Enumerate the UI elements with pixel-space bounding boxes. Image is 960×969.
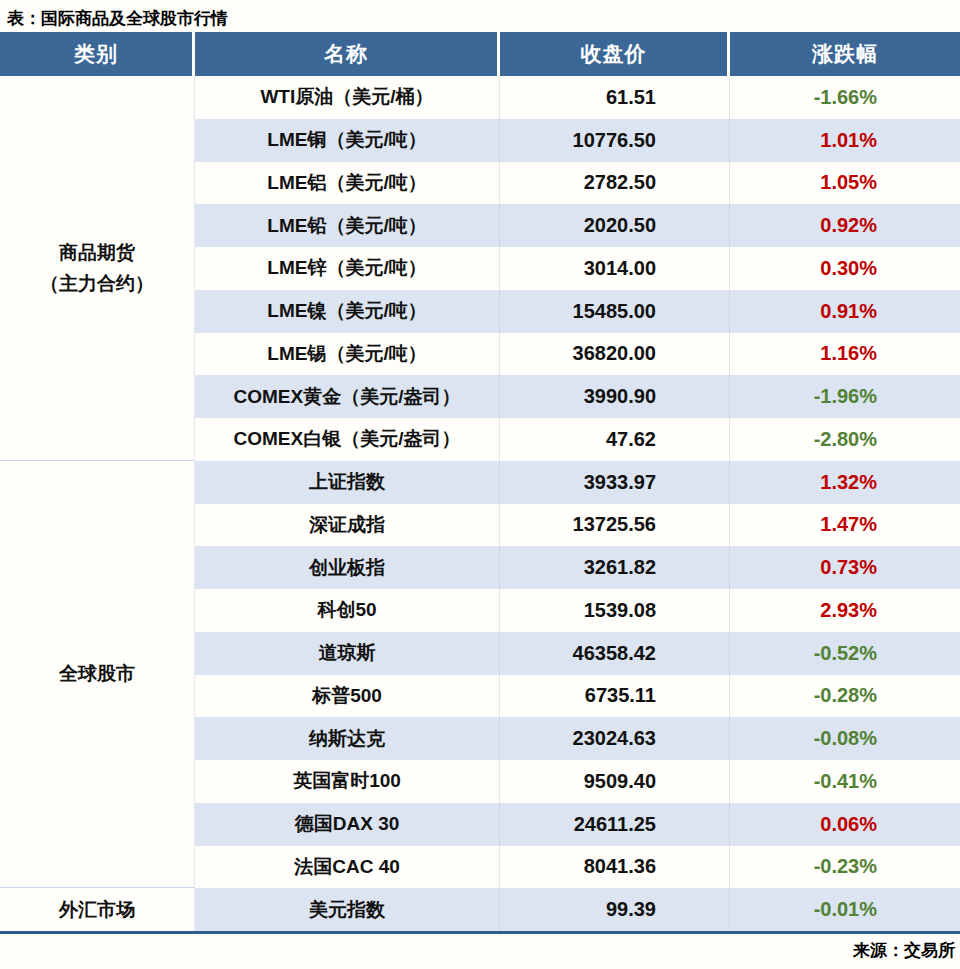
close-price-cell: 3014.00 (500, 247, 730, 290)
table-row: 深证成指13725.561.47% (195, 504, 960, 547)
change-pct-cell: 1.16% (730, 333, 960, 376)
table-title: 表：国际商品及全球股市行情 (0, 0, 960, 32)
name-cell: 上证指数 (195, 461, 500, 504)
close-price-cell: 3990.90 (500, 375, 730, 418)
table-row: LME锌（美元/吨）3014.000.30% (195, 247, 960, 290)
name-cell: 深证成指 (195, 504, 500, 547)
change-pct-cell: 1.47% (730, 504, 960, 547)
name-cell: 科创50 (195, 589, 500, 632)
name-cell: LME锌（美元/吨） (195, 247, 500, 290)
table-row: 科创501539.082.93% (195, 589, 960, 632)
table-row: 道琼斯46358.42-0.52% (195, 632, 960, 675)
close-price-cell: 2782.50 (500, 162, 730, 205)
close-price-cell: 36820.00 (500, 333, 730, 376)
change-pct-cell: -1.66% (730, 76, 960, 119)
name-cell: LME铝（美元/吨） (195, 162, 500, 205)
market-table-page: 表：国际商品及全球股市行情 类别 名称 收盘价 涨跌幅 商品期货（主力合约） 全球… (0, 0, 960, 969)
name-cell: 道琼斯 (195, 632, 500, 675)
name-cell: 法国CAC 40 (195, 846, 500, 889)
table-row: 英国富时1009509.40-0.41% (195, 760, 960, 803)
table-row: 上证指数3933.971.32% (195, 461, 960, 504)
table-row: COMEX白银（美元/盎司）47.62-2.80% (195, 418, 960, 461)
table-row: LME镍（美元/吨）15485.000.91% (195, 290, 960, 333)
table-row: 德国DAX 3024611.250.06% (195, 803, 960, 846)
close-price-cell: 99.39 (500, 888, 730, 931)
name-cell: COMEX白银（美元/盎司） (195, 418, 500, 461)
change-pct-cell: -0.01% (730, 888, 960, 931)
close-price-cell: 15485.00 (500, 290, 730, 333)
close-price-cell: 3261.82 (500, 546, 730, 589)
category-column: 商品期货（主力合约） 全球股市外汇市场 (0, 76, 195, 931)
close-price-cell: 3933.97 (500, 461, 730, 504)
close-price-cell: 2020.50 (500, 204, 730, 247)
table-row: 标普5006735.11-0.28% (195, 675, 960, 718)
close-price-cell: 24611.25 (500, 803, 730, 846)
close-price-cell: 10776.50 (500, 119, 730, 162)
source-note: 来源：交易所 (0, 934, 960, 966)
category-cell: 商品期货（主力合约） (0, 76, 195, 461)
name-cell: 英国富时100 (195, 760, 500, 803)
header-cell-change: 涨跌幅 (730, 32, 960, 76)
close-price-cell: 9509.40 (500, 760, 730, 803)
table-row: 美元指数99.39-0.01% (195, 888, 960, 931)
header-cell-name: 名称 (195, 32, 500, 76)
change-pct-cell: 0.73% (730, 546, 960, 589)
name-cell: 创业板指 (195, 546, 500, 589)
name-cell: 美元指数 (195, 888, 500, 931)
name-cell: LME铅（美元/吨） (195, 204, 500, 247)
table-row: LME铜（美元/吨）10776.501.01% (195, 119, 960, 162)
table-row: LME锡（美元/吨）36820.001.16% (195, 333, 960, 376)
name-cell: LME铜（美元/吨） (195, 119, 500, 162)
change-pct-cell: -0.08% (730, 717, 960, 760)
change-pct-cell: -0.28% (730, 675, 960, 718)
category-label-line: （主力合约） (40, 268, 154, 299)
change-pct-cell: 1.32% (730, 461, 960, 504)
change-pct-cell: -1.96% (730, 375, 960, 418)
name-cell: 纳斯达克 (195, 717, 500, 760)
close-price-cell: 23024.63 (500, 717, 730, 760)
name-cell: COMEX黄金（美元/盎司） (195, 375, 500, 418)
name-cell: 德国DAX 30 (195, 803, 500, 846)
change-pct-cell: 0.91% (730, 290, 960, 333)
close-price-cell: 1539.08 (500, 589, 730, 632)
table-header-row: 类别 名称 收盘价 涨跌幅 (0, 32, 960, 76)
table-row: 创业板指3261.820.73% (195, 546, 960, 589)
table-row: LME铅（美元/吨）2020.500.92% (195, 204, 960, 247)
change-pct-cell: -2.80% (730, 418, 960, 461)
change-pct-cell: 0.92% (730, 204, 960, 247)
close-price-cell: 46358.42 (500, 632, 730, 675)
close-price-cell: 6735.11 (500, 675, 730, 718)
name-cell: WTI原油（美元/桶） (195, 76, 500, 119)
data-rows: WTI原油（美元/桶）61.51-1.66%LME铜（美元/吨）10776.50… (195, 76, 960, 931)
header-cell-category: 类别 (0, 32, 195, 76)
change-pct-cell: 1.01% (730, 119, 960, 162)
change-pct-cell: 0.06% (730, 803, 960, 846)
category-cell: 全球股市 (0, 461, 195, 889)
change-pct-cell: -0.41% (730, 760, 960, 803)
table-row: WTI原油（美元/桶）61.51-1.66% (195, 76, 960, 119)
category-label-line: 全球股市 (59, 658, 135, 689)
header-cell-close: 收盘价 (500, 32, 730, 76)
change-pct-cell: 2.93% (730, 589, 960, 632)
name-cell: 标普500 (195, 675, 500, 718)
table-row: LME铝（美元/吨）2782.501.05% (195, 162, 960, 205)
name-cell: LME锡（美元/吨） (195, 333, 500, 376)
category-cell: 外汇市场 (0, 888, 195, 931)
name-cell: LME镍（美元/吨） (195, 290, 500, 333)
change-pct-cell: 1.05% (730, 162, 960, 205)
change-pct-cell: 0.30% (730, 247, 960, 290)
category-label-line: 外汇市场 (59, 894, 135, 925)
change-pct-cell: -0.23% (730, 846, 960, 889)
close-price-cell: 47.62 (500, 418, 730, 461)
table-body: 商品期货（主力合约） 全球股市外汇市场 WTI原油（美元/桶）61.51-1.66… (0, 76, 960, 931)
table-row: 纳斯达克23024.63-0.08% (195, 717, 960, 760)
category-label-line: 商品期货 (59, 237, 135, 268)
table-row: 法国CAC 408041.36-0.23% (195, 846, 960, 889)
close-price-cell: 61.51 (500, 76, 730, 119)
table-row: COMEX黄金（美元/盎司）3990.90-1.96% (195, 375, 960, 418)
close-price-cell: 13725.56 (500, 504, 730, 547)
change-pct-cell: -0.52% (730, 632, 960, 675)
close-price-cell: 8041.36 (500, 846, 730, 889)
